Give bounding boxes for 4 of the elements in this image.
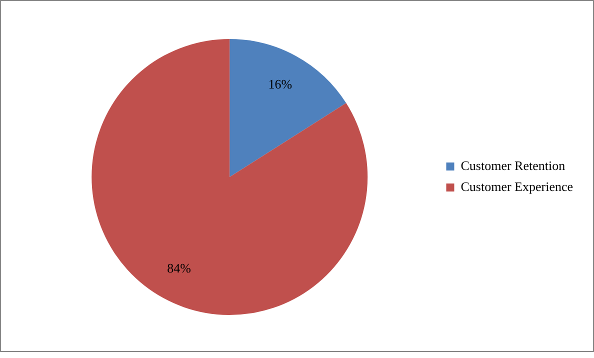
legend-label: Customer Experience (460, 178, 574, 194)
data-label: 16% (268, 76, 292, 92)
data-label: 84% (167, 260, 192, 276)
legend-label: Customer Retention (460, 158, 566, 173)
